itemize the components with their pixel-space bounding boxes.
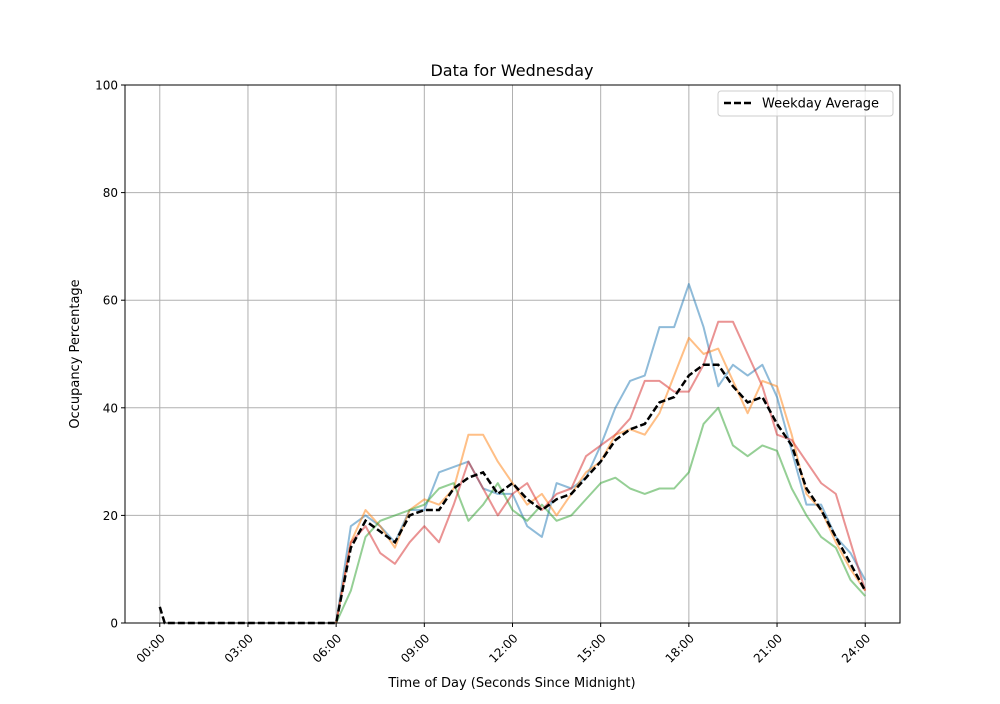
x-tick-label: 00:00 bbox=[134, 631, 168, 665]
y-tick-label: 60 bbox=[103, 294, 118, 308]
x-tick-label: 06:00 bbox=[310, 631, 344, 665]
x-tick-label: 09:00 bbox=[398, 631, 432, 665]
y-tick-label: 80 bbox=[103, 186, 118, 200]
legend: Weekday Average bbox=[717, 90, 894, 117]
x-tick-label: 15:00 bbox=[574, 631, 608, 665]
y-axis-label: Occupancy Percentage bbox=[68, 279, 83, 428]
legend-box bbox=[717, 90, 894, 117]
x-tick-label: 12:00 bbox=[486, 631, 520, 665]
y-tick-label: 100 bbox=[95, 79, 118, 93]
x-tick-label: 24:00 bbox=[839, 631, 873, 665]
chart-title: Data for Wednesday bbox=[430, 61, 593, 80]
x-tick-label: 18:00 bbox=[663, 631, 697, 665]
series-line-4 bbox=[335, 320, 867, 624]
x-tick-label: 03:00 bbox=[222, 631, 256, 665]
legend-label-average: Weekday Average bbox=[762, 97, 879, 112]
x-tick-label: 21:00 bbox=[751, 631, 785, 665]
y-tick-label: 20 bbox=[103, 509, 118, 523]
y-tick-label: 40 bbox=[103, 401, 118, 415]
series-line-3 bbox=[335, 406, 866, 624]
y-tick-label: 0 bbox=[110, 617, 118, 631]
grid bbox=[125, 84, 900, 624]
x-axis-label: Time of Day (Seconds Since Midnight) bbox=[387, 676, 635, 691]
